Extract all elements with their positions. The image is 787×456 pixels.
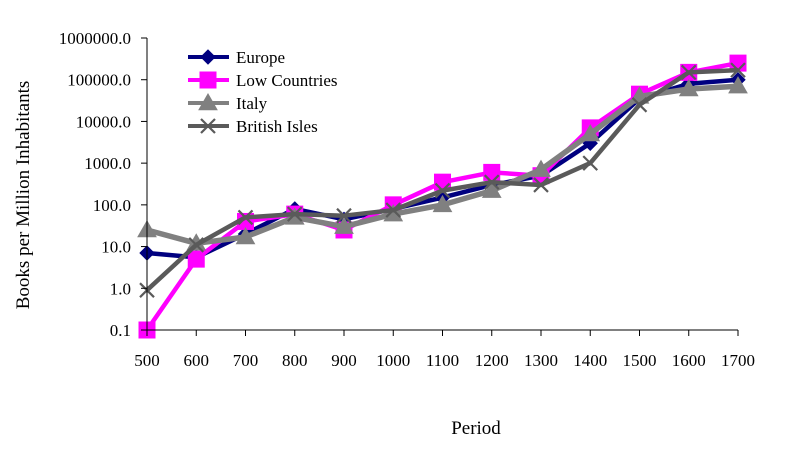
data-point-british-isles bbox=[730, 62, 746, 78]
legend-item-british-isles: British Isles bbox=[188, 117, 318, 136]
series-layer bbox=[137, 54, 748, 339]
legend-item-europe: Europe bbox=[188, 48, 285, 67]
x-tick-label: 1400 bbox=[573, 351, 607, 370]
data-point-british-isles bbox=[680, 64, 697, 81]
legend-label: Low Countries bbox=[236, 71, 338, 90]
data-point-italy bbox=[235, 226, 256, 245]
series-europe bbox=[139, 72, 746, 266]
data-point-british-isles bbox=[286, 206, 303, 222]
y-tick-label: 10.0 bbox=[101, 238, 131, 257]
legend-label: Europe bbox=[236, 48, 285, 67]
legend-label: British Isles bbox=[236, 117, 318, 136]
data-point-british-isles bbox=[336, 207, 352, 224]
data-point-british-isles bbox=[188, 237, 205, 253]
legend-marker bbox=[200, 118, 216, 134]
x-tick-label: 1100 bbox=[426, 351, 459, 370]
legend-marker bbox=[199, 71, 217, 89]
y-tick-label: 10000.0 bbox=[76, 112, 131, 131]
data-point-italy bbox=[334, 216, 354, 234]
x-tick-label: 1200 bbox=[475, 351, 509, 370]
data-point-british-isles bbox=[582, 155, 599, 171]
data-point-italy bbox=[432, 194, 453, 213]
axes: 0.1 1.0 10.0 100.0 1000.0 10000.0 100000.0 1000… bbox=[59, 29, 755, 370]
y-tick-label: 1.0 bbox=[110, 279, 131, 298]
data-point-low-countries bbox=[187, 250, 205, 268]
data-point-british-isles bbox=[237, 209, 254, 226]
data-point-british-isles bbox=[533, 177, 549, 193]
series-british-isles bbox=[139, 62, 746, 298]
legend-marker bbox=[200, 49, 216, 65]
data-point-italy bbox=[383, 204, 404, 222]
data-point-british-isles bbox=[434, 182, 451, 199]
x-tick-label: 1000 bbox=[376, 351, 410, 370]
data-point-italy bbox=[531, 159, 551, 177]
legend-marker bbox=[198, 92, 218, 111]
x-tick-label: 1300 bbox=[524, 351, 558, 370]
y-axis-title: Books per Million Inhabitants bbox=[13, 81, 34, 310]
legend-label: Italy bbox=[236, 94, 268, 113]
x-tick-label: 1500 bbox=[623, 351, 657, 370]
y-tick-label: 0.1 bbox=[110, 321, 131, 340]
legend-item-italy: Italy bbox=[188, 92, 268, 113]
y-tick-label: 1000000.0 bbox=[59, 29, 131, 48]
data-point-british-isles bbox=[385, 202, 402, 218]
data-point-italy bbox=[728, 76, 748, 94]
y-tick-label: 1000.0 bbox=[84, 154, 131, 173]
legend: Europe Low Countries Italy British Isles bbox=[188, 48, 338, 136]
x-tick-label: 500 bbox=[134, 351, 160, 370]
x-tick-label: 700 bbox=[233, 351, 259, 370]
data-point-italy bbox=[580, 123, 601, 142]
data-point-italy bbox=[678, 78, 699, 97]
y-tick-label: 100.0 bbox=[93, 196, 131, 215]
y-tick-label: 100000.0 bbox=[67, 71, 131, 90]
x-tick-label: 1700 bbox=[721, 351, 755, 370]
x-tick-label: 800 bbox=[282, 351, 308, 370]
data-point-italy bbox=[481, 180, 502, 198]
data-point-british-isles bbox=[631, 97, 648, 113]
x-axis-title: Period bbox=[451, 418, 501, 439]
x-tick-label: 1600 bbox=[672, 351, 706, 370]
x-tick-label: 600 bbox=[184, 351, 210, 370]
data-point-british-isles bbox=[483, 174, 500, 190]
legend-item-low-countries: Low Countries bbox=[188, 71, 338, 90]
x-tick-label: 900 bbox=[331, 351, 357, 370]
